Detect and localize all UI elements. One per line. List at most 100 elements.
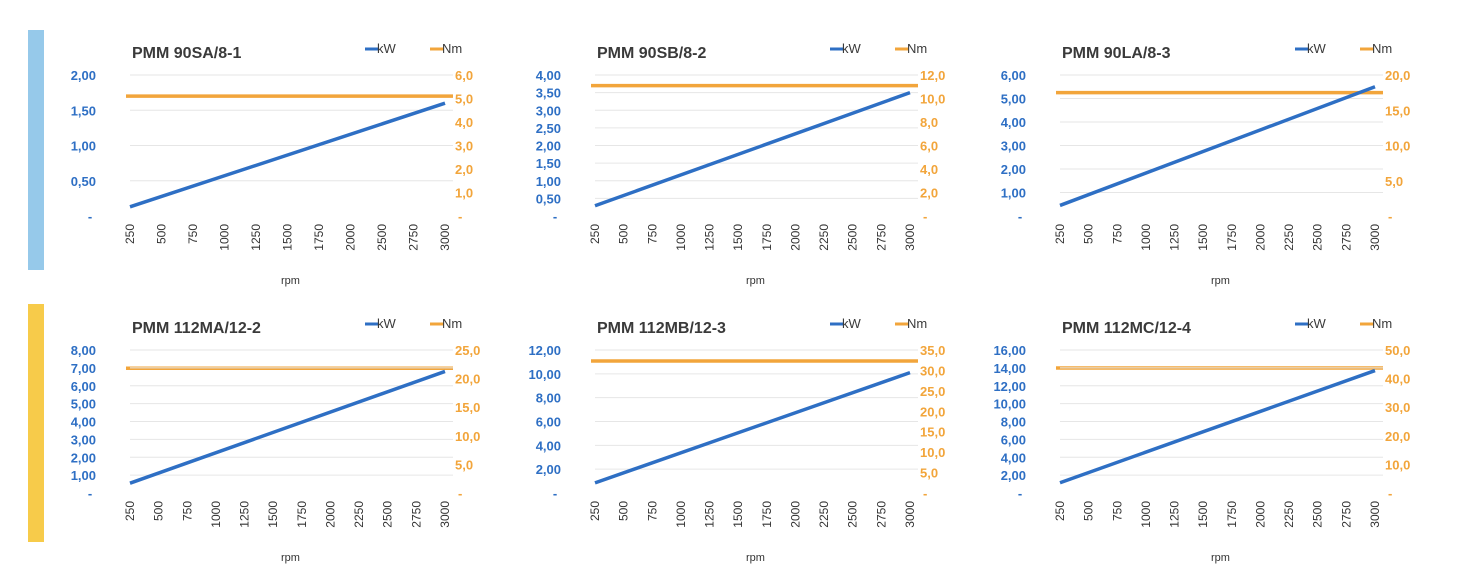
x-tick: 750 <box>1110 501 1124 521</box>
y-right-tick: 10,0 <box>455 429 480 444</box>
x-tick: 1500 <box>281 224 295 251</box>
x-tick: 2000 <box>1253 501 1267 528</box>
y-right-tick: 20,0 <box>1385 429 1410 444</box>
y-right-tick: 10,0 <box>1385 139 1410 154</box>
y-right-tick: - <box>1388 209 1392 224</box>
y-left-tick: - <box>1018 209 1022 224</box>
y-right-tick: 20,0 <box>1385 68 1410 83</box>
y-right-tick: - <box>923 486 927 501</box>
legend-kw-label: kW <box>377 316 397 331</box>
y-right-tick: 30,0 <box>1385 400 1410 415</box>
y-right-tick: 15,0 <box>920 425 945 440</box>
series-kw-line <box>594 90 911 208</box>
y-right-tick: - <box>1388 486 1392 501</box>
series-kw-line <box>129 101 446 209</box>
y-left-tick: 3,00 <box>71 432 96 447</box>
x-tick: 500 <box>617 224 631 244</box>
x-axis-label: rpm <box>746 552 765 564</box>
y-left-tick: 10,00 <box>528 367 561 382</box>
x-tick: 1000 <box>674 501 688 528</box>
y-left-tick: 0,50 <box>536 191 561 206</box>
y-right-tick: 2,0 <box>920 186 938 201</box>
x-tick: 2500 <box>846 224 860 251</box>
x-tick: 2750 <box>407 224 421 251</box>
y-left-tick: 1,50 <box>71 103 96 118</box>
y-right-tick: 1,0 <box>455 186 473 201</box>
x-tick: 500 <box>155 224 169 244</box>
x-tick: 2750 <box>874 501 888 528</box>
chart-pmm-90la-8-3: PMM 90LA/8-3 kW Nm - 1,00 2,00 3,00 4,00 5,00 6,0… <box>1001 41 1411 287</box>
x-tick: 1500 <box>266 501 280 528</box>
y-left-tick: 12,00 <box>993 379 1026 394</box>
y-left-tick: 2,00 <box>71 68 96 83</box>
legend-kw-label: kW <box>377 41 397 56</box>
x-tick: 1750 <box>1225 501 1239 528</box>
y-left-tick: 6,00 <box>536 415 561 430</box>
y-right-tick: 20,0 <box>455 372 480 387</box>
y-right-tick: 25,0 <box>455 343 480 358</box>
chart-title: PMM 90SA/8-1 <box>132 45 241 62</box>
y-right-tick: 15,0 <box>1385 103 1410 118</box>
x-tick: 1000 <box>1139 501 1153 528</box>
x-tick: 2000 <box>344 224 358 251</box>
y-left-tick: 8,00 <box>1001 415 1026 430</box>
x-tick: 3000 <box>1368 501 1382 528</box>
y-right-tick: 4,0 <box>920 162 938 177</box>
y-left-tick: 16,00 <box>993 343 1026 358</box>
y-left-tick: 4,00 <box>1001 450 1026 465</box>
x-tick: 2500 <box>381 501 395 528</box>
x-tick: 1250 <box>1168 224 1182 251</box>
y-left-tick: - <box>553 486 557 501</box>
x-tick: 2250 <box>1282 501 1296 528</box>
y-right-tick: 6,0 <box>455 68 473 83</box>
x-tick: 1750 <box>760 224 774 251</box>
x-tick: 2500 <box>375 224 389 251</box>
y-right-tick: 35,0 <box>920 343 945 358</box>
chart-title: PMM 90LA/8-3 <box>1062 45 1171 62</box>
y-right-tick: 2,0 <box>455 162 473 177</box>
x-tick: 3000 <box>438 224 452 251</box>
legend-nm-label: Nm <box>1372 316 1392 331</box>
x-tick: 1000 <box>1139 224 1153 251</box>
series-kw-line <box>1059 368 1376 485</box>
y-left-tick: 1,00 <box>71 468 96 483</box>
chart-title: PMM 90SB/8-2 <box>597 45 706 62</box>
x-tick: 2000 <box>788 501 802 528</box>
x-tick: 1250 <box>249 224 263 251</box>
y-right-tick: - <box>923 209 927 224</box>
chart-title: PMM 112MB/12-3 <box>597 320 726 337</box>
legend-kw-label: kW <box>1307 41 1327 56</box>
y-left-tick: 6,00 <box>71 379 96 394</box>
y-right-tick: 4,0 <box>455 115 473 130</box>
y-left-tick: 1,00 <box>71 139 96 154</box>
y-left-tick: 6,00 <box>1001 432 1026 447</box>
y-right-tick: - <box>458 486 462 501</box>
legend-kw-label: kW <box>1307 316 1327 331</box>
x-tick: 500 <box>1082 501 1096 521</box>
x-axis-label: rpm <box>281 275 300 287</box>
x-tick: 2000 <box>323 501 337 528</box>
x-tick: 250 <box>1053 224 1067 244</box>
series-kw-line <box>129 369 446 485</box>
y-right-tick: 15,0 <box>455 400 480 415</box>
x-tick: 250 <box>588 501 602 521</box>
chart-pmm-112ma-12-2: PMM 112MA/12-2 kW Nm - 1,00 2,00 3,00 4,00 5,00 6… <box>71 316 481 564</box>
x-tick: 1500 <box>731 501 745 528</box>
chart-pmm-112mb-12-3: PMM 112MB/12-3 kW Nm - 2,00 4,00 6,00 8,00 10,00… <box>528 316 945 564</box>
y-right-tick: 5,0 <box>455 92 473 107</box>
y-left-tick: 8,00 <box>536 391 561 406</box>
chart-pmm-90sb-8-2: PMM 90SB/8-2 kW Nm - 0,50 1,00 1,50 2,00 2,50 3,0… <box>536 41 946 287</box>
y-left-tick: - <box>1018 486 1022 501</box>
x-tick: 250 <box>123 501 137 521</box>
x-tick: 750 <box>186 224 200 244</box>
x-tick: 3000 <box>1368 224 1382 251</box>
y-right-tick: 50,0 <box>1385 343 1410 358</box>
x-tick: 250 <box>1053 501 1067 521</box>
y-left-tick: 7,00 <box>71 361 96 376</box>
x-tick: 1000 <box>209 501 223 528</box>
legend-nm-label: Nm <box>442 316 462 331</box>
top-group-stripe <box>28 30 44 270</box>
y-left-tick: 2,00 <box>1001 468 1026 483</box>
y-right-tick: 6,0 <box>920 139 938 154</box>
y-left-tick: 1,50 <box>536 156 561 171</box>
